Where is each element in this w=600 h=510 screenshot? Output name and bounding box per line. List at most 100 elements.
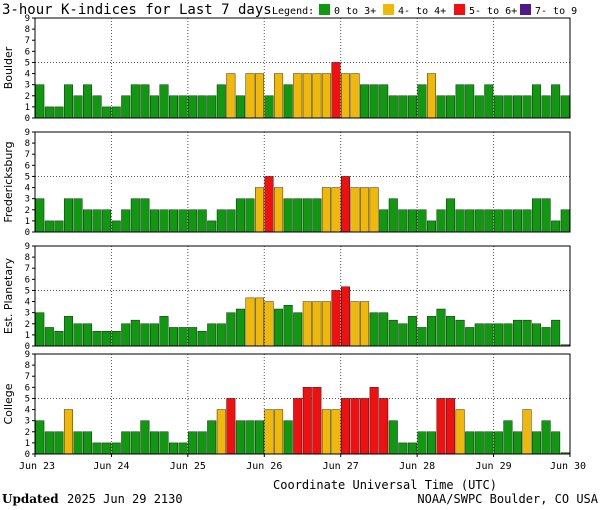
bar <box>274 409 284 455</box>
bar <box>341 286 350 347</box>
bar <box>532 198 542 233</box>
bar <box>436 95 446 119</box>
bar <box>302 301 312 347</box>
bar <box>245 420 255 455</box>
y-tick-label: 4 <box>25 406 30 416</box>
bar <box>465 327 475 347</box>
y-tick-label: 2 <box>25 92 30 102</box>
bar <box>455 209 465 233</box>
bar <box>426 220 436 233</box>
y-tick-label: 5 <box>25 172 30 182</box>
y-tick-label: 0 <box>25 228 30 238</box>
y-tick-label: 1 <box>25 331 30 341</box>
bar <box>111 220 121 233</box>
bar <box>207 323 217 347</box>
bar <box>388 420 398 455</box>
y-tick-label: 8 <box>25 253 30 263</box>
bar <box>207 420 217 455</box>
bar <box>551 431 561 455</box>
bar <box>532 84 542 119</box>
bar <box>503 95 513 119</box>
bar <box>417 431 427 455</box>
bar <box>446 198 456 233</box>
bar <box>321 409 331 455</box>
y-tick-label: 4 <box>25 298 30 308</box>
x-axis: Jun 23 Jun 24 Jun 25 Jun 26 Jun 27 Jun 28 Jun … <box>19 454 586 472</box>
bar <box>178 442 188 455</box>
bar <box>159 84 169 119</box>
bar <box>235 198 245 233</box>
bar <box>388 95 398 119</box>
bar <box>446 95 456 119</box>
bar <box>321 301 331 347</box>
bar <box>312 73 322 119</box>
bar <box>54 220 64 233</box>
bar <box>149 431 159 455</box>
bar <box>121 323 131 347</box>
x-axis-label: Coordinate Universal Time (UTC) <box>273 478 497 492</box>
bar <box>226 209 236 233</box>
bar <box>503 420 513 455</box>
bar <box>188 431 198 455</box>
bar <box>111 106 121 119</box>
bar <box>493 431 503 455</box>
y-tick-label: 5 <box>25 58 30 68</box>
bar <box>35 84 45 119</box>
bar <box>350 187 360 233</box>
panel-label: Boulder <box>2 46 15 89</box>
bar <box>102 442 112 455</box>
bar <box>407 442 417 455</box>
y-tick-label: 2 <box>25 206 30 216</box>
y-tick-label: 9 <box>25 350 30 360</box>
bar <box>369 187 379 233</box>
bar <box>274 187 284 233</box>
bar <box>465 84 475 119</box>
legend-item-label: 5- to 6+ <box>469 6 517 17</box>
bar <box>398 323 408 347</box>
bar <box>44 220 54 233</box>
bar <box>35 312 45 347</box>
bar <box>398 442 408 455</box>
bar <box>360 301 370 347</box>
chart-title: 3-hour K-indices for Last 7 days <box>2 2 272 18</box>
bar <box>551 220 561 233</box>
bar <box>465 209 475 233</box>
bar <box>331 290 341 347</box>
bar <box>426 316 436 347</box>
bar <box>512 431 522 455</box>
y-tick-label: 7 <box>25 150 30 160</box>
bar <box>197 331 207 347</box>
bar <box>188 327 198 347</box>
bar <box>522 95 532 119</box>
bar <box>264 409 274 455</box>
bar <box>54 431 64 455</box>
bar <box>140 84 150 119</box>
bar <box>149 323 159 347</box>
bar <box>63 316 73 347</box>
bar <box>264 301 274 347</box>
bar <box>169 327 179 347</box>
bar <box>44 327 54 347</box>
y-tick-label: 0 <box>25 342 30 352</box>
bar <box>484 84 494 119</box>
bar <box>331 409 341 455</box>
legend-swatch <box>454 4 465 15</box>
bar <box>102 106 112 119</box>
bar <box>436 308 446 347</box>
bar <box>474 209 484 233</box>
bar <box>341 398 350 455</box>
bar <box>63 84 73 119</box>
legend-item-label: 4- to 4+ <box>398 6 446 17</box>
updated-label: Updated <box>2 492 59 506</box>
y-tick-label: 9 <box>25 128 30 138</box>
bar <box>121 431 131 455</box>
bar <box>446 316 456 347</box>
bar <box>369 387 379 455</box>
bar <box>407 209 417 233</box>
legend: Legend: 0 to 3+ 4- to 4+ 5- to 6+ 7- to 9 <box>272 4 577 17</box>
x-tick-label: Jun 25 <box>170 461 206 472</box>
panel-label: College <box>2 383 15 424</box>
y-tick-label: 6 <box>25 275 30 285</box>
